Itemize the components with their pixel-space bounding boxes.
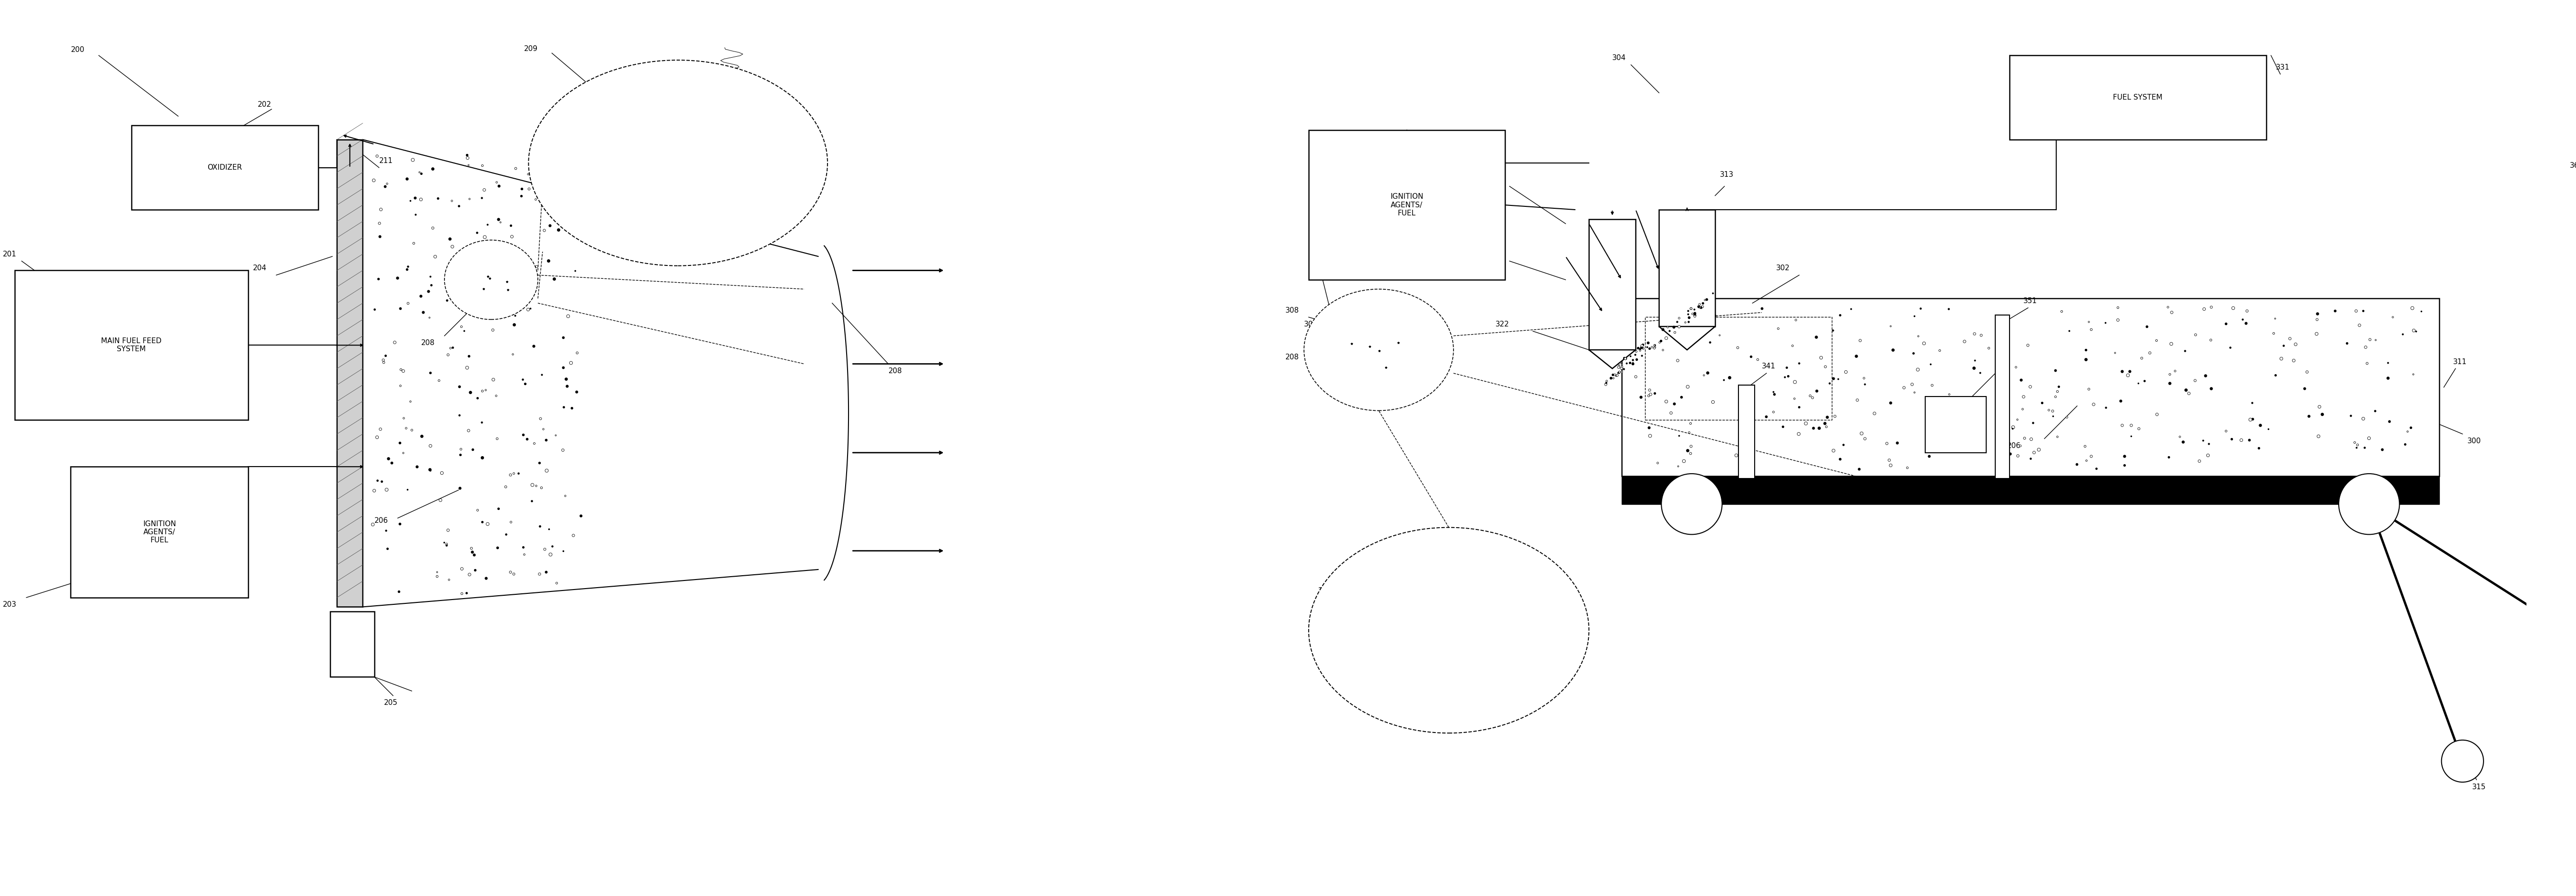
Ellipse shape [528, 60, 827, 266]
Text: 208: 208 [420, 340, 435, 347]
Circle shape [1358, 335, 1378, 356]
Bar [1309, 130, 1504, 280]
Circle shape [1378, 345, 1388, 356]
Bar [1623, 298, 2439, 476]
Text: 204: 204 [252, 264, 268, 271]
Text: 209: 209 [523, 45, 538, 52]
Text: 302: 302 [1775, 264, 1790, 271]
Circle shape [1373, 368, 1388, 383]
Polygon shape [1659, 326, 1716, 349]
Text: 311: 311 [2452, 358, 2468, 366]
Bar [70, 467, 247, 598]
Circle shape [459, 274, 471, 289]
Circle shape [1355, 337, 1368, 350]
Text: 205: 205 [384, 699, 397, 706]
Circle shape [1378, 379, 1388, 389]
Text: IGNITION
AGENTS/
FUEL: IGNITION AGENTS/ FUEL [142, 521, 175, 544]
Text: 335: 335 [1471, 171, 1486, 178]
Circle shape [1347, 340, 1360, 354]
Bar [1659, 210, 1716, 326]
Circle shape [2339, 474, 2398, 534]
Text: 305: 305 [1996, 354, 2009, 360]
Bar [1996, 314, 2009, 478]
Text: 208: 208 [1285, 354, 1298, 360]
Bar [1739, 385, 1754, 478]
Circle shape [1383, 340, 1394, 352]
Polygon shape [1589, 349, 1636, 368]
Text: FUEL SYSTEM: FUEL SYSTEM [2112, 94, 2164, 101]
Text: 313: 313 [1721, 171, 1734, 178]
Circle shape [487, 266, 495, 272]
Bar [2009, 56, 2267, 140]
Ellipse shape [1309, 528, 1589, 733]
Circle shape [495, 274, 497, 278]
Circle shape [466, 281, 471, 289]
Circle shape [487, 275, 495, 284]
Bar [1623, 476, 2439, 504]
Circle shape [2442, 740, 2483, 782]
Text: 303: 303 [1303, 321, 1319, 328]
Circle shape [1381, 347, 1401, 368]
Circle shape [469, 282, 474, 289]
Circle shape [1365, 349, 1370, 354]
Circle shape [482, 280, 492, 291]
Text: 325: 325 [1471, 251, 1486, 258]
Text: 361: 361 [2571, 162, 2576, 169]
Circle shape [487, 275, 495, 285]
Text: 341: 341 [1762, 363, 1775, 370]
Text: 206: 206 [2007, 443, 2020, 450]
Text: 209: 209 [1319, 587, 1332, 594]
Text: 308: 308 [1285, 306, 1298, 314]
Text: 203: 203 [3, 601, 18, 608]
Ellipse shape [446, 240, 538, 320]
Circle shape [484, 288, 489, 293]
Circle shape [1370, 340, 1376, 346]
Circle shape [1399, 366, 1419, 384]
Text: 211: 211 [379, 157, 392, 164]
Text: OXIDIZER: OXIDIZER [209, 164, 242, 171]
Text: 202: 202 [258, 101, 270, 108]
Text: 208: 208 [889, 367, 902, 375]
Bar [131, 125, 319, 210]
Text: 200: 200 [70, 46, 85, 53]
Text: 331: 331 [2275, 64, 2290, 71]
Circle shape [1662, 474, 1723, 534]
Text: 304: 304 [1613, 55, 1625, 62]
Text: 351: 351 [2022, 297, 2038, 305]
Text: 322: 322 [1497, 321, 1510, 328]
Text: IGNITION
AGENTS/
FUEL: IGNITION AGENTS/ FUEL [1391, 194, 1425, 217]
Text: MAIN FUEL FEED
SYSTEM: MAIN FUEL FEED SYSTEM [100, 338, 162, 353]
Text: 206: 206 [374, 517, 389, 524]
Bar [1589, 219, 1636, 349]
Bar [330, 612, 374, 677]
Text: 315: 315 [2473, 783, 2486, 790]
Circle shape [487, 263, 500, 277]
Circle shape [1388, 342, 1399, 353]
Bar [337, 140, 363, 607]
Bar [1924, 397, 1986, 452]
Ellipse shape [1303, 289, 1453, 410]
Bar [15, 271, 247, 420]
Text: 201: 201 [3, 251, 18, 258]
Text: 300: 300 [2468, 437, 2481, 444]
